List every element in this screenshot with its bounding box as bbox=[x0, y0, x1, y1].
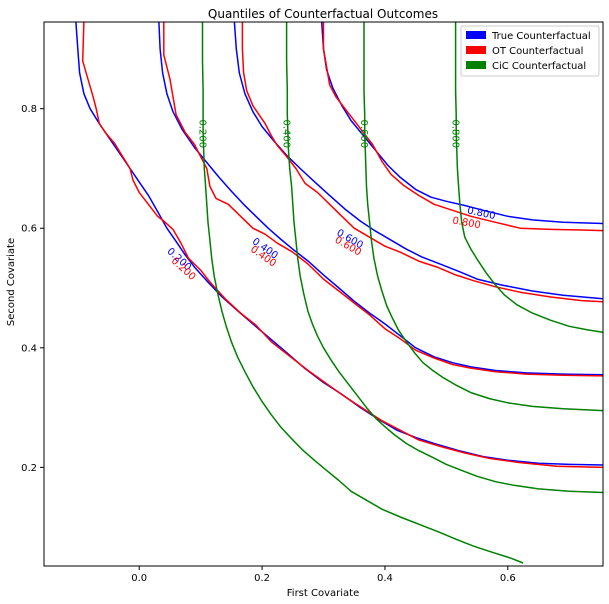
cic-counterfactual-label-0.800: 0.800 bbox=[450, 119, 461, 148]
x-tick-label: 0.4 bbox=[377, 573, 393, 584]
y-axis-label: Second Covariate bbox=[6, 238, 17, 326]
plot-area: 0.2000.2000.4000.4000.6000.6000.8000.800… bbox=[43, 21, 604, 567]
cic-counterfactual-label-0.600: 0.600 bbox=[358, 119, 369, 148]
ot-counterfactual-contour-0.800 bbox=[322, 22, 603, 232]
y-tick-label: 0.8 bbox=[21, 104, 37, 115]
plot-frame bbox=[43, 21, 604, 567]
x-axis-label: First Covariate bbox=[287, 588, 359, 599]
cic-counterfactual-contour-0.600 bbox=[363, 22, 603, 412]
true-counterfactual-contour-0.800 bbox=[320, 22, 603, 225]
legend-frame bbox=[460, 25, 600, 77]
cic-counterfactual-label-0.200: 0.200 bbox=[196, 119, 207, 148]
cic-counterfactual-label-0.400: 0.400 bbox=[281, 119, 292, 148]
chart-title: Quantiles of Counterfactual Outcomes bbox=[208, 7, 438, 21]
true-counterfactual-contour-0.400 bbox=[158, 22, 603, 376]
legend: True Counterfactual OT Counterfactual CiC … bbox=[460, 25, 600, 77]
ot-counterfactual-label-0.800: 0.800 bbox=[451, 215, 481, 231]
cic-counterfactual-contour-0.400 bbox=[285, 22, 603, 494]
x-tick-label: 0.0 bbox=[131, 573, 147, 584]
legend-label: CiC Counterfactual bbox=[492, 61, 586, 72]
y-tick-label: 0.6 bbox=[21, 224, 37, 235]
contour-lines bbox=[75, 22, 603, 564]
y-axis: 0.2 0.4 0.6 0.8 bbox=[21, 104, 44, 474]
true-counterfactual-contour-0.600 bbox=[233, 22, 603, 300]
plot-background bbox=[44, 22, 603, 566]
ot-counterfactual-contour-0.200 bbox=[81, 22, 603, 469]
x-tick-label: 0.6 bbox=[500, 573, 516, 584]
legend-swatch-cic-counterfactual bbox=[466, 61, 486, 69]
x-axis: 0.0 0.2 0.4 0.6 bbox=[131, 566, 516, 584]
legend-label: True Counterfactual bbox=[491, 31, 591, 42]
cic-counterfactual-contour-0.800 bbox=[454, 22, 603, 334]
legend-swatch-true-counterfactual bbox=[466, 31, 486, 39]
ot-counterfactual-contour-0.600 bbox=[241, 22, 603, 303]
legend-label: OT Counterfactual bbox=[492, 46, 583, 57]
y-tick-label: 0.2 bbox=[21, 463, 37, 474]
y-tick-label: 0.4 bbox=[21, 343, 37, 354]
ot-counterfactual-contour-0.400 bbox=[163, 22, 603, 377]
x-tick-label: 0.2 bbox=[254, 573, 270, 584]
legend-swatch-ot-counterfactual bbox=[466, 46, 486, 54]
cic-counterfactual-contour-0.200 bbox=[201, 22, 524, 564]
